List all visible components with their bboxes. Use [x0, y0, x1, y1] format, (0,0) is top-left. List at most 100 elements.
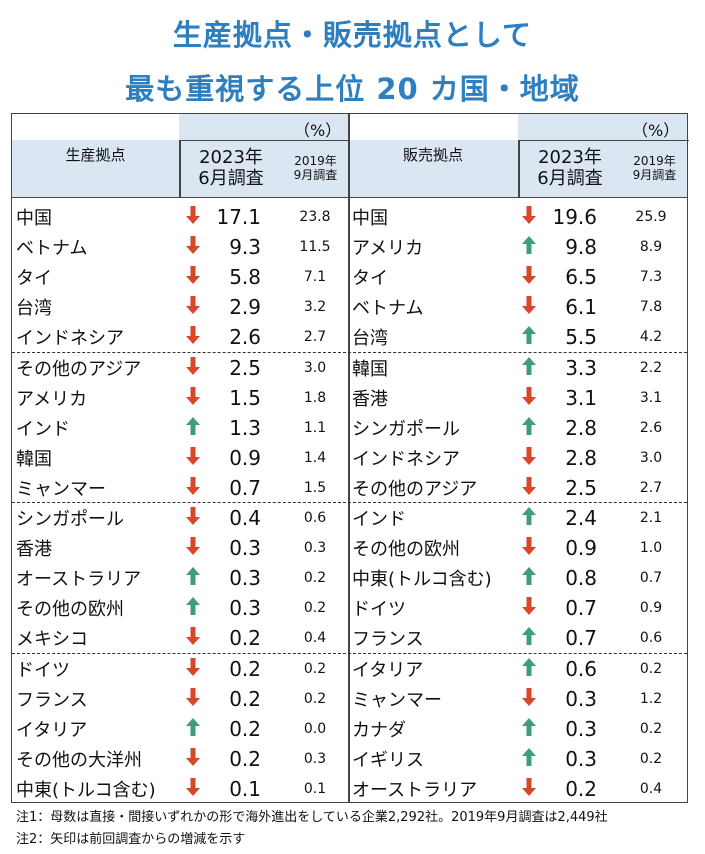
table-row: オーストラリア 0.3 0.2 — [12, 563, 348, 593]
row-name-cell: オーストラリア — [12, 565, 179, 591]
value-2019: 0.1 — [303, 780, 327, 797]
arrow-up-icon — [522, 326, 536, 345]
arrow-down-icon — [522, 597, 536, 616]
row-name: タイ — [16, 268, 52, 290]
row-name-cell: ドイツ — [12, 656, 179, 682]
value-2019: 0.2 — [303, 600, 327, 617]
value-2023: 1.3 — [229, 415, 261, 440]
value-2023: 19.6 — [552, 205, 597, 229]
row-arrow-cell — [515, 536, 539, 560]
value-2019: 0.4 — [639, 780, 663, 797]
value-2019: 3.1 — [639, 389, 663, 406]
value-2023: 0.2 — [229, 686, 261, 711]
row-name: 台湾 — [352, 328, 388, 350]
arrow-down-icon — [522, 687, 536, 706]
value-2019: 0.4 — [303, 630, 327, 647]
header-divider — [179, 140, 181, 198]
arrow-down-icon — [522, 206, 536, 224]
row-arrow-cell — [179, 506, 203, 530]
value-2019: 2.2 — [639, 359, 663, 376]
value-2023: 0.7 — [565, 596, 597, 621]
header-divider — [518, 140, 689, 141]
value-2019: 2.7 — [639, 479, 663, 496]
value-2019: 1.5 — [303, 479, 327, 496]
value-2019: 0.3 — [303, 540, 327, 557]
table-row: その他の欧州 0.3 0.2 — [12, 593, 348, 623]
value-2019: 1.0 — [639, 540, 663, 557]
row-name-cell: ベトナム — [348, 294, 515, 320]
arrow-down-icon — [186, 356, 200, 375]
value-2023: 5.5 — [565, 325, 597, 350]
arrow-down-icon — [186, 206, 200, 224]
table-row: 香港 3.1 3.1 — [348, 383, 684, 413]
row-name: 中東(トルコ含む) — [16, 779, 156, 801]
row-name: その他のアジア — [16, 358, 142, 380]
row-arrow-cell — [515, 596, 539, 620]
row-name-cell: 香港 — [348, 385, 515, 411]
row-arrow-cell — [515, 205, 539, 229]
table-row: ベトナム 9.3 11.5 — [12, 232, 348, 262]
value-2019: 0.2 — [639, 720, 663, 737]
unit-label-left: （%） — [294, 121, 342, 140]
value-2019: 2.7 — [303, 329, 327, 346]
row-name-cell: 中東(トルコ含む) — [348, 565, 515, 591]
arrow-up-icon — [522, 567, 536, 586]
header-blank-right — [348, 114, 518, 140]
value-2019: 0.9 — [639, 600, 663, 617]
value-2019: 4.2 — [639, 329, 663, 346]
row-name-cell: その他の欧州 — [12, 595, 179, 621]
row-arrow-cell — [515, 657, 539, 681]
value-2019: 0.7 — [639, 570, 663, 587]
value-2023: 0.3 — [565, 746, 597, 771]
row-name: ドイツ — [352, 599, 406, 621]
row-name-cell: イギリス — [348, 746, 515, 772]
row-name: その他のアジア — [352, 478, 478, 500]
value-2019: 23.8 — [299, 209, 331, 225]
row-name: インドネシア — [352, 448, 460, 470]
table-row: ドイツ 0.7 0.9 — [348, 593, 684, 623]
row-arrow-cell — [515, 747, 539, 771]
value-2023: 2.4 — [565, 506, 597, 530]
row-name-cell: アメリカ — [12, 385, 179, 411]
row-name-cell: ドイツ — [348, 595, 515, 621]
group-separator — [12, 652, 687, 654]
value-2019: 3.0 — [303, 359, 327, 376]
row-name: オーストラリア — [16, 569, 142, 591]
row-name: 香港 — [352, 388, 388, 410]
table-row: インドネシア 2.8 3.0 — [348, 443, 684, 473]
arrow-down-icon — [186, 266, 200, 285]
col-2019-right-l1: 2019年 — [633, 154, 676, 169]
value-2023: 2.5 — [229, 355, 261, 380]
note-2: 注2：矢印は前回調査からの増減を示す — [16, 832, 246, 847]
value-2023: 9.3 — [229, 235, 261, 260]
arrow-up-icon — [522, 717, 536, 736]
row-name-cell: 中国 — [348, 204, 515, 230]
value-2019: 0.6 — [639, 630, 663, 647]
value-2023: 3.3 — [565, 355, 597, 380]
row-arrow-cell — [515, 295, 539, 319]
group-separator — [12, 351, 687, 353]
row-name-cell: インドネシア — [348, 445, 515, 471]
row-arrow-cell — [179, 626, 203, 650]
value-2023: 2.9 — [229, 295, 261, 320]
row-arrow-cell — [179, 386, 203, 410]
arrow-up-icon — [186, 597, 200, 616]
row-arrow-cell — [515, 687, 539, 711]
table-row: 韓国 3.3 2.2 — [348, 353, 684, 383]
row-name-cell: ベトナム — [12, 234, 179, 260]
value-2023: 0.2 — [229, 656, 261, 681]
row-arrow-cell — [179, 446, 203, 470]
row-name-cell: その他のアジア — [12, 355, 179, 381]
table-row: インド 2.4 2.1 — [348, 503, 684, 533]
arrow-down-icon — [186, 747, 200, 766]
value-2019: 1.4 — [303, 449, 327, 466]
value-2023: 6.1 — [565, 295, 597, 320]
value-2019: 3.2 — [303, 299, 327, 316]
row-arrow-cell — [179, 747, 203, 771]
row-name-cell: フランス — [12, 686, 179, 712]
arrow-up-icon — [522, 657, 536, 676]
row-name-cell: 香港 — [12, 535, 179, 561]
arrow-down-icon — [186, 386, 200, 405]
row-name: イタリア — [16, 719, 88, 741]
value-2019: 0.2 — [303, 690, 327, 707]
